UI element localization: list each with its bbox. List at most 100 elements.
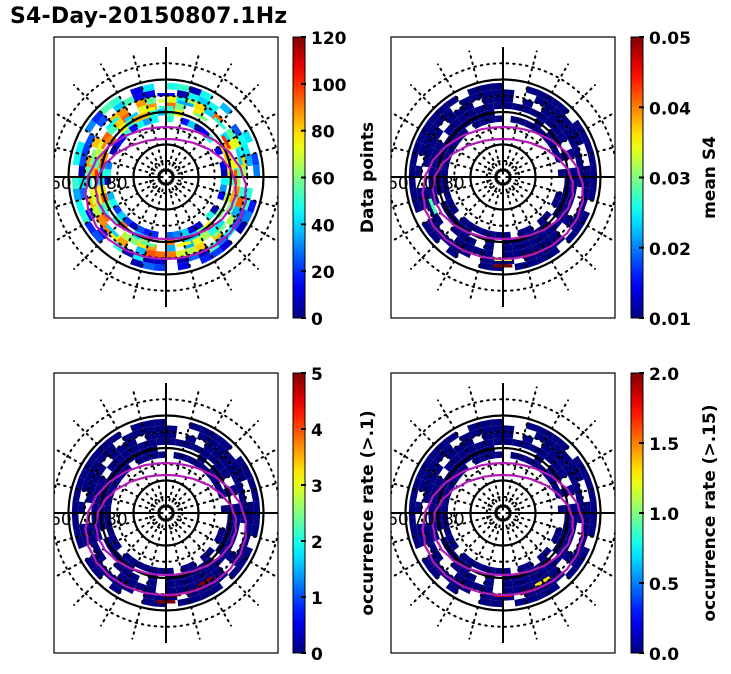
colorbar-tick-label: 3 bbox=[311, 477, 323, 497]
heatmap-bin bbox=[177, 261, 191, 271]
heatmap-bin bbox=[188, 421, 203, 432]
lat-tick-label: 70 bbox=[413, 174, 435, 194]
heatmap-bin bbox=[445, 582, 460, 595]
oval-boundary-inner bbox=[421, 125, 585, 261]
heatmap-bin bbox=[199, 252, 214, 265]
heatmap-bin-highlight bbox=[235, 149, 244, 166]
mlt-gridline-dotted bbox=[391, 447, 499, 511]
heatmap-bin bbox=[134, 98, 147, 108]
heatmap-bin bbox=[459, 431, 472, 443]
mlt-gridline-dotted bbox=[505, 399, 569, 509]
heatmap-bin bbox=[150, 566, 159, 575]
heatmap-bin bbox=[116, 236, 129, 248]
heatmap-bin bbox=[572, 145, 582, 158]
heatmap-bin bbox=[96, 450, 109, 464]
heatmap-bin bbox=[552, 443, 566, 456]
heatmap-bin bbox=[175, 249, 188, 258]
heatmap-bin bbox=[552, 107, 566, 120]
heatmap-bin bbox=[103, 443, 117, 456]
mlt-gridline-dotted bbox=[166, 518, 201, 640]
heatmap-bin bbox=[503, 244, 513, 252]
mlt-gridline-dotted bbox=[171, 177, 278, 209]
heatmap-bin bbox=[219, 438, 233, 451]
heatmap-bin bbox=[104, 520, 113, 529]
panel-plot-area: 60 70 80 bbox=[391, 47, 615, 307]
heatmap-bin bbox=[116, 572, 129, 584]
heatmap-bin bbox=[503, 431, 514, 439]
heatmap-bin bbox=[421, 469, 433, 482]
heatmap-bin bbox=[252, 500, 261, 513]
heatmap-bin bbox=[453, 106, 466, 118]
heatmap-bin-highlight bbox=[213, 224, 227, 238]
panel-frame bbox=[53, 372, 279, 654]
mlt-gridline-dotted bbox=[468, 182, 503, 304]
heatmap-bin bbox=[236, 469, 248, 482]
heatmap-bin bbox=[567, 459, 579, 473]
heatmap-bin bbox=[479, 453, 489, 462]
heatmap-bin bbox=[494, 231, 503, 239]
heatmap-bin bbox=[465, 572, 477, 583]
heatmap-bin bbox=[471, 582, 484, 592]
heatmap-bin bbox=[199, 89, 214, 102]
heatmap-bin bbox=[478, 83, 492, 93]
heatmap-bin bbox=[546, 431, 561, 444]
lat-tick-label: 80 bbox=[106, 174, 128, 194]
heatmap-bin bbox=[578, 129, 591, 144]
heatmap-bin bbox=[408, 513, 417, 526]
heatmap-bin bbox=[125, 437, 138, 449]
heatmap-bin bbox=[436, 102, 450, 115]
heatmap-bin bbox=[78, 165, 86, 177]
heatmap-bin bbox=[177, 83, 191, 93]
heatmap-bin bbox=[199, 588, 214, 601]
heatmap-bin bbox=[491, 425, 503, 433]
heatmap-bin bbox=[443, 191, 452, 201]
heatmap-bin bbox=[134, 582, 147, 592]
heatmap-bin bbox=[90, 472, 102, 485]
heatmap-bin bbox=[432, 214, 444, 227]
heatmap-bin bbox=[72, 524, 82, 538]
heatmap-bin bbox=[421, 455, 434, 470]
mlt-gridline-dotted bbox=[503, 518, 538, 640]
heatmap-bin bbox=[441, 177, 449, 186]
heatmap-bin bbox=[520, 104, 532, 114]
heatmap-bin bbox=[134, 246, 147, 256]
heatmap-bin bbox=[87, 481, 97, 494]
mlt-gridline-dotted bbox=[166, 50, 201, 172]
heatmap-bin bbox=[85, 522, 94, 535]
colorbar-tick-label: 0 bbox=[311, 310, 323, 330]
heatmap-bin bbox=[157, 567, 166, 575]
heatmap-bin bbox=[84, 556, 97, 571]
heatmap-bin bbox=[587, 524, 597, 538]
heatmap-bin bbox=[415, 465, 428, 480]
heatmap-bin bbox=[166, 580, 176, 588]
heatmap-bin bbox=[427, 123, 439, 137]
heatmap-bin bbox=[520, 576, 532, 586]
heatmap-bin bbox=[427, 205, 439, 218]
heatmap-bin bbox=[503, 425, 515, 433]
colorbar-tick-label: 80 bbox=[311, 123, 335, 143]
mlt-gridline-dotted bbox=[468, 518, 503, 640]
heatmap-bin bbox=[108, 582, 123, 595]
colorbar-tick-label: 40 bbox=[311, 216, 335, 236]
mlt-gridline-dotted bbox=[391, 481, 498, 513]
heatmap-bin bbox=[166, 567, 175, 575]
heatmap-bin bbox=[487, 115, 496, 124]
heatmap-bin bbox=[408, 164, 417, 177]
heatmap-bin bbox=[503, 231, 512, 239]
heatmap-bin bbox=[72, 152, 82, 166]
heatmap-bin bbox=[424, 532, 434, 545]
heatmap-bin bbox=[441, 184, 450, 193]
lat-tick-label: 60 bbox=[387, 510, 409, 530]
heatmap-bin bbox=[71, 513, 80, 526]
mlt-gridline-dotted bbox=[166, 386, 201, 508]
heatmap-bin bbox=[141, 419, 155, 429]
heatmap-bin bbox=[74, 535, 85, 550]
panel-frame bbox=[390, 372, 616, 654]
panel-frame bbox=[390, 36, 616, 319]
heatmap-bin bbox=[529, 236, 541, 247]
heatmap-bin bbox=[441, 168, 449, 177]
colorbar-tick-label: 20 bbox=[311, 263, 335, 283]
heatmap-bin bbox=[480, 90, 493, 99]
heatmap-bin bbox=[427, 459, 439, 473]
